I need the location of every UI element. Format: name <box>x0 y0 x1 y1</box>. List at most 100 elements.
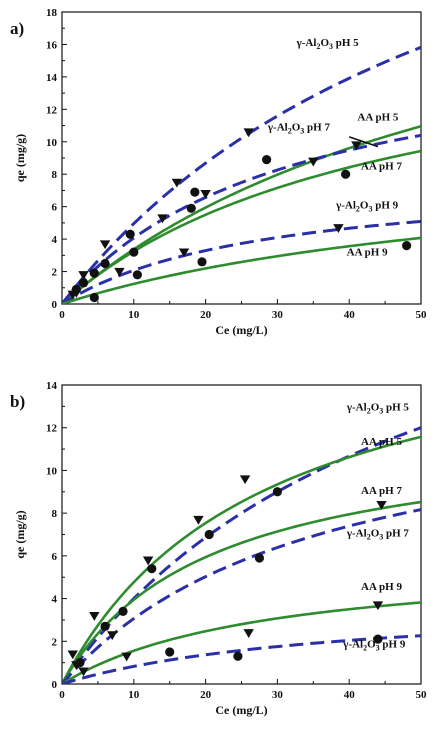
fit-curve-gamma-al2o3-ph-7 <box>62 508 421 684</box>
y-tick-label: 12 <box>46 423 58 435</box>
data-point-gamma-al2o3-ph-5 <box>142 556 154 566</box>
y-tick-label: 6 <box>52 551 58 563</box>
data-point-aa-ph-9 <box>197 257 207 267</box>
y-tick-label: 0 <box>52 679 58 691</box>
y-tick-label: 16 <box>46 39 58 51</box>
data-point-gamma-al2o3-ph-5 <box>193 515 204 525</box>
data-point-aa-ph-7 <box>89 268 99 278</box>
data-point-gamma-al2o3-ph-7 <box>171 178 183 188</box>
y-tick-label: 0 <box>52 299 58 311</box>
x-tick-label: 30 <box>272 309 284 321</box>
panel-b: 0 10 20 30 40 50 0 2 4 6 8 10 12 14 Ce (mg/L) qe (mg/g)… <box>10 380 427 717</box>
fit-curve-gamma-al2o3-ph-7 <box>62 133 421 304</box>
data-point-gamma-al2o3-ph-5 <box>376 500 387 510</box>
x-tick-label: 20 <box>200 689 212 701</box>
data-point-aa-ph-9 <box>89 292 99 303</box>
y-axis-label: qe (mg/g) <box>13 510 27 558</box>
x-tick-label: 10 <box>128 689 140 701</box>
y-tick-label: 8 <box>52 169 58 181</box>
data-point-aa-ph-7 <box>129 247 139 257</box>
series-annotation: γ-Al2O3 pH 5 <box>296 37 360 51</box>
series-annotation: AA pH 7 <box>361 485 402 497</box>
fit-curve-gamma-al2o3-ph-5 <box>62 45 421 304</box>
data-point-aa-ph-5 <box>100 258 110 269</box>
data-point-aa-ph-5 <box>118 606 128 616</box>
data-point-gamma-al2o3-ph-7 <box>243 128 254 138</box>
x-tick-label: 10 <box>128 309 140 321</box>
data-point-aa-ph-7 <box>341 169 351 179</box>
fit-curves <box>62 45 421 304</box>
annotation-arrow <box>348 136 379 148</box>
series-annotation: γ-Al2O3 pH 9 <box>342 639 406 653</box>
data-point-gamma-al2o3-ph-7 <box>200 190 211 199</box>
data-point-aa-ph-5 <box>190 187 200 197</box>
x-tick-label: 20 <box>200 309 212 321</box>
y-tick-label: 14 <box>46 380 58 392</box>
x-tick-label: 0 <box>59 309 65 321</box>
data-point-aa-ph-9 <box>372 601 384 611</box>
data-point-gamma-al2o3-ph-7 <box>157 214 168 224</box>
panel-label: a) <box>10 19 24 38</box>
data-point-aa-ph-7 <box>186 203 196 213</box>
x-tick-label: 0 <box>59 689 65 701</box>
data-point-gamma-al2o3-ph-7 <box>78 271 89 280</box>
data-point-gamma-al2o3-ph-7 <box>99 240 111 250</box>
series-annotation: AA pH 5 <box>357 112 398 124</box>
data-point-gamma-al2o3-ph-5 <box>239 475 251 485</box>
series-annotation: γ-Al2O3 pH 7 <box>346 528 410 542</box>
data-point-aa-ph-9 <box>402 241 412 251</box>
y-tick-label: 4 <box>52 594 58 606</box>
x-axis-label: Ce (mg/L) <box>215 703 267 717</box>
data-point-aa-ph-9 <box>243 629 254 638</box>
fit-curve-aa-ph-9 <box>62 236 421 304</box>
series-annotation: γ-Al2O3 pH 9 <box>335 199 399 213</box>
data-point-aa-ph-9 <box>132 270 142 280</box>
series-annotation: AA pH 5 <box>361 436 402 448</box>
fit-curve-aa-ph-5 <box>62 125 421 304</box>
data-point-gamma-al2o3-ph-9 <box>373 634 383 644</box>
x-axis-label: Ce (mg/L) <box>215 323 267 337</box>
y-tick-label: 6 <box>52 202 58 214</box>
panel-a: 0 10 20 30 40 50 0 2 4 6 8 10 12 14 16 18 Ce (mg/L) qe (m… <box>10 7 427 337</box>
fit-curve-aa-ph-5 <box>62 435 421 684</box>
data-point-gamma-al2o3-ph-9 <box>333 224 344 233</box>
series-annotation: AA pH 9 <box>361 581 402 593</box>
y-tick-label: 2 <box>52 267 58 279</box>
data-point-gamma-al2o3-ph-5 <box>107 631 118 641</box>
data-point-aa-ph-5 <box>100 621 110 631</box>
data-point-aa-ph-9 <box>78 667 89 677</box>
data-point-gamma-al2o3-ph-9 <box>75 658 85 668</box>
series-annotation: AA pH 9 <box>347 246 388 258</box>
y-tick-label: 12 <box>46 104 58 116</box>
data-point-gamma-al2o3-ph-9 <box>165 647 175 657</box>
x-tick-label: 40 <box>344 309 356 321</box>
data-point-aa-ph-5 <box>125 229 135 239</box>
y-tick-label: 2 <box>52 636 58 648</box>
series-annotation: γ-Al2O3 pH 5 <box>346 402 410 416</box>
data-point-aa-ph-9 <box>121 652 132 662</box>
y-tick-label: 14 <box>46 72 58 84</box>
fit-curve-gamma-al2o3-ph-9 <box>62 634 421 684</box>
series-annotation: γ-Al2O3 pH 7 <box>267 121 331 135</box>
data-point-aa-ph-7 <box>78 278 89 288</box>
data-point-gamma-al2o3-ph-5 <box>67 650 78 660</box>
y-tick-label: 8 <box>52 508 58 520</box>
y-tick-label: 18 <box>46 7 58 19</box>
series-annotation: AA pH 7 <box>361 160 402 172</box>
y-tick-label: 10 <box>46 137 58 149</box>
data-point-gamma-al2o3-ph-7 <box>308 157 319 167</box>
y-tick-label: 10 <box>46 465 58 477</box>
x-tick-label: 50 <box>416 689 428 701</box>
data-point-aa-ph-5 <box>147 564 157 574</box>
data-point-gamma-al2o3-ph-7 <box>351 141 362 151</box>
data-point-gamma-al2o3-ph-9 <box>114 267 125 277</box>
fit-curve-gamma-al2o3-ph-9 <box>62 219 421 304</box>
data-point-aa-ph-5 <box>272 487 282 497</box>
fit-curve-aa-ph-7 <box>62 149 421 304</box>
data-point-aa-ph-5 <box>262 155 272 165</box>
x-tick-label: 30 <box>272 689 284 701</box>
panel-label: b) <box>10 392 25 411</box>
x-tick-label: 40 <box>344 689 356 701</box>
y-tick-label: 4 <box>52 234 58 246</box>
